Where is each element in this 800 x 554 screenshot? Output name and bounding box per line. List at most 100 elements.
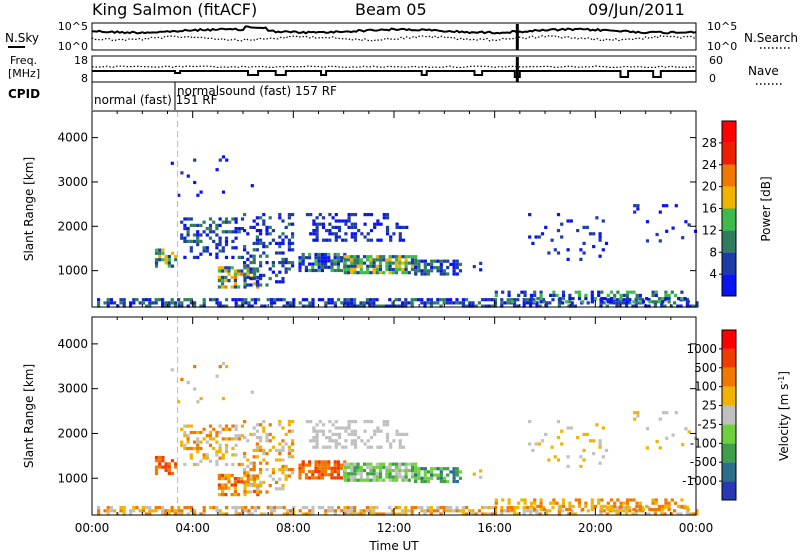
power-cell xyxy=(385,216,390,220)
velocity-cell xyxy=(452,473,456,477)
velocity-cell xyxy=(382,465,386,469)
power-cell xyxy=(318,213,322,217)
power-data-cells xyxy=(97,111,699,308)
velocity-cell xyxy=(423,467,427,471)
power-cell xyxy=(369,229,374,233)
velocity-cell xyxy=(221,477,225,481)
power-cell xyxy=(695,304,699,308)
power-cell xyxy=(218,223,222,227)
velocity-cell xyxy=(556,436,561,440)
power-cell xyxy=(262,241,266,245)
power-cell xyxy=(679,304,683,308)
power-cell xyxy=(479,268,483,272)
velocity-cell xyxy=(234,509,238,513)
velocity-cell xyxy=(359,472,363,476)
power-cell xyxy=(343,271,347,275)
velocity-cell xyxy=(330,466,334,470)
power-cell xyxy=(233,282,237,286)
power-cell xyxy=(356,258,360,262)
velocity-cell xyxy=(391,512,395,516)
velocity-cell xyxy=(208,437,213,441)
power-cell xyxy=(353,258,357,262)
power-cell xyxy=(452,259,456,263)
velocity-cell xyxy=(164,509,168,513)
velocity-cell xyxy=(595,423,599,427)
velocity-cell xyxy=(391,478,395,482)
power-cell xyxy=(199,304,203,308)
power-cell xyxy=(333,262,337,266)
velocity-cell xyxy=(391,509,395,513)
velocity-cell xyxy=(612,509,616,513)
velocity-cell xyxy=(436,509,440,513)
velocity-cell xyxy=(426,509,430,513)
power-cell xyxy=(426,301,430,305)
velocity-cell xyxy=(186,446,190,451)
power-cell xyxy=(394,304,398,308)
power-cell xyxy=(439,298,443,302)
velocity-cell xyxy=(317,466,321,470)
power-cell xyxy=(636,204,640,208)
power-ytick-label: 1000 xyxy=(57,264,88,278)
power-cell xyxy=(164,301,168,305)
velocity-cell xyxy=(273,509,277,513)
velocity-cell xyxy=(230,473,234,477)
power-cell xyxy=(255,283,259,287)
power-cell xyxy=(287,238,291,242)
power-cell xyxy=(186,227,190,231)
velocity-cell xyxy=(177,506,181,510)
velocity-cell xyxy=(391,462,395,466)
velocity-cell xyxy=(253,509,257,513)
power-cell xyxy=(585,225,589,229)
power-cell xyxy=(529,293,534,297)
power-cell xyxy=(430,266,434,270)
velocity-cell xyxy=(231,424,235,428)
power-cell xyxy=(618,301,622,305)
power-cell xyxy=(513,304,517,308)
power-cell xyxy=(170,301,174,305)
power-cell xyxy=(397,304,401,308)
velocity-cell xyxy=(246,490,250,494)
velocity-cell xyxy=(369,436,374,440)
velocity-cell xyxy=(677,504,681,508)
power-cell xyxy=(362,304,366,308)
power-cell xyxy=(465,304,469,308)
velocity-cell xyxy=(208,424,213,428)
velocity-cell xyxy=(311,469,315,474)
velocity-cell xyxy=(246,471,250,475)
power-cell xyxy=(513,298,517,302)
velocity-cell xyxy=(551,506,555,510)
velocity-cell xyxy=(474,512,478,516)
velocity-cell xyxy=(305,506,309,510)
power-cell xyxy=(324,301,328,305)
power-cell xyxy=(174,254,178,259)
velocity-cell xyxy=(253,506,257,510)
power-cell xyxy=(449,298,453,302)
velocity-cell xyxy=(170,471,175,476)
power-cell xyxy=(484,304,488,308)
power-cell xyxy=(461,304,465,308)
power-cell xyxy=(237,230,241,234)
power-cell xyxy=(233,272,237,276)
velocity-cell xyxy=(426,470,431,474)
noise-ytick-right-top: 10^5 xyxy=(707,20,737,33)
power-cell xyxy=(442,298,446,302)
power-cell xyxy=(622,293,626,297)
power-cell xyxy=(327,265,331,269)
power-cell xyxy=(275,251,279,255)
velocity-cell xyxy=(568,501,572,505)
velocity-cell xyxy=(174,465,178,469)
velocity-cell xyxy=(208,459,213,463)
power-cell xyxy=(509,298,513,302)
power-cell xyxy=(173,301,177,305)
velocity-cell xyxy=(154,468,159,472)
power-cell xyxy=(240,217,245,221)
power-cell xyxy=(566,248,570,252)
velocity-cell xyxy=(576,436,580,440)
velocity-cell xyxy=(257,506,261,510)
velocity-cell xyxy=(243,493,247,497)
velocity-cell xyxy=(183,506,187,510)
velocity-cell xyxy=(215,453,219,457)
power-cell xyxy=(516,304,520,308)
velocity-cell xyxy=(394,512,398,516)
